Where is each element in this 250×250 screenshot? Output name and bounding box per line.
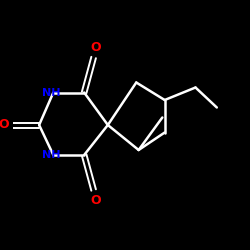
Text: O: O bbox=[91, 41, 101, 54]
Text: NH: NH bbox=[42, 150, 60, 160]
Text: O: O bbox=[0, 118, 9, 132]
Text: NH: NH bbox=[42, 88, 60, 98]
Text: O: O bbox=[91, 194, 101, 206]
